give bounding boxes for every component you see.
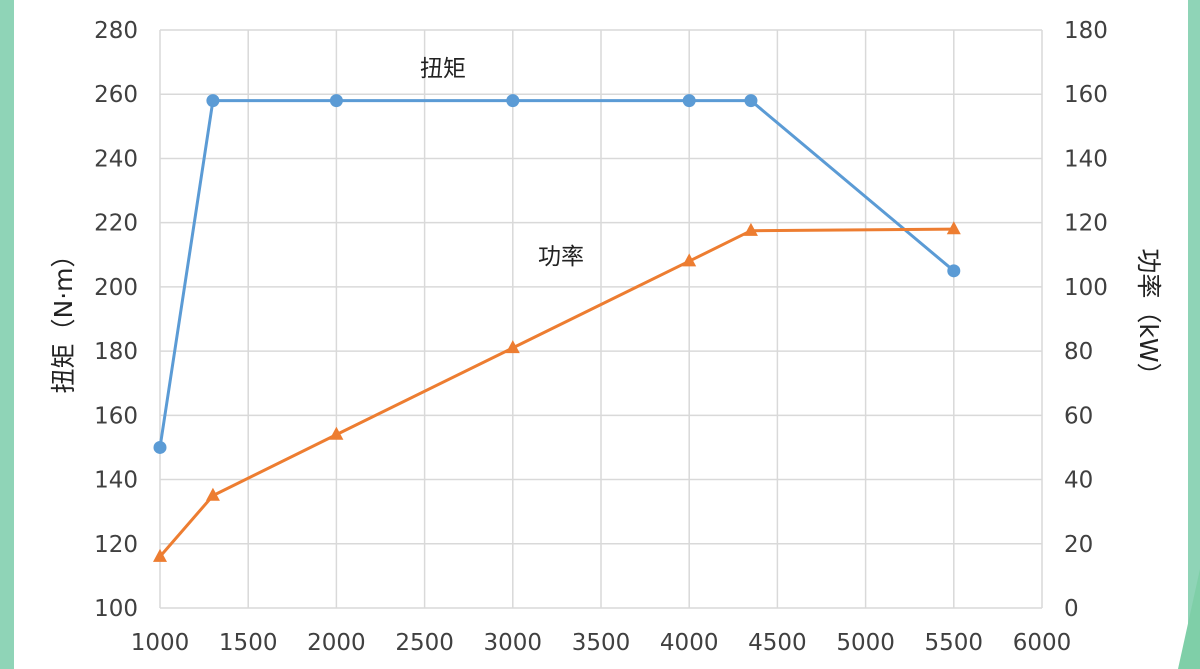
y2-tick-label: 120 [1064, 211, 1108, 237]
y-tick-label: 100 [94, 596, 138, 622]
y2-tick-label: 160 [1064, 82, 1108, 108]
x-tick-label: 5000 [836, 630, 895, 656]
power-series-line [158, 227, 954, 558]
y2-tick-label: 20 [1064, 532, 1093, 558]
x-tick-label: 6000 [1013, 630, 1072, 656]
power-annotation: 功率 [538, 244, 584, 270]
y-tick-label: 180 [94, 339, 138, 365]
left-side-accent [0, 0, 14, 669]
y-tick-label: 140 [94, 468, 138, 494]
y2-tick-label: 100 [1064, 275, 1108, 301]
x-tick-label: 4000 [660, 630, 719, 656]
power-data-point [153, 548, 167, 562]
power-data-point [946, 221, 961, 235]
torque-data-point [506, 94, 520, 108]
torque-data-point [682, 94, 696, 108]
x-tick-label: 5500 [925, 630, 984, 656]
power-data-point [205, 487, 220, 501]
power-data-point [329, 426, 344, 440]
x-tick-label: 3000 [484, 630, 543, 656]
y-tick-label: 200 [94, 275, 138, 301]
y-tick-label: 240 [94, 146, 138, 172]
x-tick-label: 1000 [131, 630, 190, 656]
torque-data-point [744, 94, 758, 108]
y-tick-label: 160 [94, 403, 138, 429]
torque-data-point [947, 264, 961, 278]
y2-tick-label: 140 [1064, 146, 1108, 172]
y-tick-label: 280 [94, 18, 138, 44]
right-axis-title: 功率（kW） [1134, 248, 1163, 387]
torque-data-point [329, 94, 343, 108]
power-data-point [682, 253, 697, 267]
y2-tick-label: 40 [1064, 468, 1093, 494]
torque-data-point [153, 440, 167, 454]
torque-data-point [206, 94, 220, 108]
x-tick-label: 2500 [395, 630, 454, 656]
x-tick-label: 2000 [307, 630, 366, 656]
x-tick-label: 1500 [219, 630, 278, 656]
x-tick-label: 4500 [748, 630, 807, 656]
y2-tick-label: 60 [1064, 403, 1093, 429]
torque-annotation: 扭矩 [420, 56, 466, 82]
right-side-accent [1188, 0, 1200, 669]
y2-tick-label: 0 [1064, 596, 1079, 622]
power-data-point [743, 222, 758, 236]
grid [159, 29, 1043, 609]
y-tick-label: 220 [94, 211, 138, 237]
corner-accent [1178, 569, 1200, 669]
series [153, 94, 961, 562]
power-data-point [505, 340, 520, 354]
y-tick-label: 120 [94, 532, 138, 558]
y2-tick-label: 80 [1064, 339, 1093, 365]
left-axis-title: 扭矩（N·m） [49, 242, 78, 393]
y2-tick-label: 180 [1064, 18, 1108, 44]
torque-series-line [158, 99, 955, 448]
tick-labels: 100 120 140 160 180 200 220 240 260 280 0 20 40 60 80 1… [94, 18, 1108, 656]
x-tick-label: 3500 [572, 630, 631, 656]
y-tick-label: 260 [94, 82, 138, 108]
